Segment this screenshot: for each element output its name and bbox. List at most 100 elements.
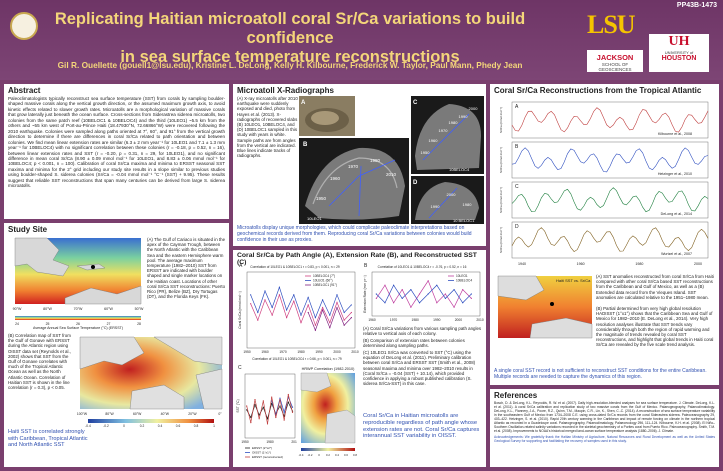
xray-caption: (A) X-ray microatolls after 2010 earthqu… xyxy=(237,96,298,159)
cbar-tick-b-7: 1 xyxy=(213,424,215,427)
uh-logo-line2: HOUSTON xyxy=(661,55,697,62)
xray-year-d-1: 2000 xyxy=(447,192,457,197)
chart-a-point-0-9 xyxy=(314,324,316,326)
chart-a-point-1-13 xyxy=(343,311,345,314)
title-line-2: in sea surface temperature reconstructio… xyxy=(120,48,460,66)
path-caption-a: (A) Coral Sr/Ca variations from various … xyxy=(363,326,482,337)
haiti-site-marker xyxy=(91,265,95,269)
chart-b-point-1-0 xyxy=(375,293,377,295)
xray-year-b-1: 1960 xyxy=(330,176,341,181)
chart-a-point-1-11 xyxy=(329,314,331,316)
chart-a-point-0-4 xyxy=(278,294,280,296)
chart-a-xtick-1: 1960 xyxy=(261,350,269,354)
institution-logos: LSU JACKSON SCHOOL OF GEOSCIENCES UH UNI… xyxy=(587,6,712,76)
chart-b-point-0-1 xyxy=(384,284,386,286)
chart-b-point-1-3 xyxy=(401,297,403,299)
chart-b-point-0-8 xyxy=(444,293,447,295)
recon-frame-1 xyxy=(511,141,709,179)
cbar-tick-b-6: 0.8 xyxy=(194,424,199,427)
xray-year-b-3: 1980 xyxy=(370,158,381,163)
recon-label-3: Wurtzel et al., 2007 xyxy=(661,252,692,256)
lon-tick-a-0: 90°W xyxy=(13,307,22,311)
xray-year-c-0: 1950 xyxy=(421,150,431,155)
cbar-tick-b-1: -0.2 xyxy=(103,424,109,427)
chart-a-point-0-6 xyxy=(293,300,295,302)
cbar-tick-a-3: 27 xyxy=(107,322,111,326)
lon-tick-b-3: 40°W xyxy=(161,412,170,416)
chart-b-xtick-0: 1960 xyxy=(368,318,376,322)
lon-tick-b-0: 100°W xyxy=(77,412,88,416)
cbar-tick-a-2: 26 xyxy=(76,322,80,326)
recon-map-label: Haiti SST vs. Sr/Ca xyxy=(556,278,591,283)
lon-tick-a-1: 80°W xyxy=(43,307,52,311)
chart-b-point-0-11 xyxy=(470,297,472,299)
chart-b-point-1-2 xyxy=(393,284,395,286)
chart-a-point-0-0 xyxy=(250,303,252,305)
chart-a-point-0-5 xyxy=(286,317,288,319)
recon-frame-2 xyxy=(511,181,709,219)
chart-a-legend-2: 10BELOC1 (91°) xyxy=(313,283,337,287)
hrwp-map-label: HRWP Correlation (1982-2010) xyxy=(302,367,356,371)
lon-tick-a-4: 50°W xyxy=(135,307,144,311)
recon-ylabel-3: Sr/Ca (mmol mol⁻¹) xyxy=(499,227,503,253)
path-chart-panel: Coral Sr/Ca by Path Angle (A), Extension… xyxy=(233,250,486,467)
chart-c-xtick-0: 1950 xyxy=(241,440,249,444)
cbar-tick-b-4: 0.4 xyxy=(158,424,163,427)
chart-a-point-2-1 xyxy=(314,329,316,331)
chart-a-sr-ca-by-path: A Correlation of 10LEO1 & 10BELOC1 r = 0.… xyxy=(238,263,359,361)
cbar-tick-b-5: 0.6 xyxy=(176,424,181,427)
recon-letter-0: A xyxy=(515,104,519,110)
xray-label-d: 10 BELOC1 xyxy=(453,218,475,223)
chart-a-point-2-0 xyxy=(307,311,309,314)
chart-b-xtick-4: 2000 xyxy=(455,318,463,322)
xray-year-b-4: 2010 xyxy=(386,172,397,177)
recon-label-1: Hetzinger et al., 2010 xyxy=(658,172,692,176)
recon-caption-b: (B) Partial determined from very high gl… xyxy=(596,306,714,348)
chart-b-extension-rate: B Correlation of 10LEO1 & 10BELOC4 r = -0… xyxy=(363,263,484,322)
chart-a-point-0-12 xyxy=(336,301,338,303)
xray-years-d: 1990 2000 1980 xyxy=(431,192,473,209)
chart-a-point-1-12 xyxy=(336,294,338,296)
chart-c-legend-2: ERSST (reconstructed) xyxy=(252,455,283,459)
hrwp-cbar-tick-4: 0.4 xyxy=(335,453,339,457)
chart-a-point-2-2 xyxy=(322,309,324,311)
chart-c-point-1-2 xyxy=(279,397,281,399)
recon-frame-0 xyxy=(511,101,709,139)
recon-xtick-3: 2000 xyxy=(694,262,702,266)
xray-years-b: 1950 1960 1970 1980 2010 xyxy=(316,158,397,201)
recon-highlight: A single coral SST record is not suffici… xyxy=(494,368,707,380)
xray-letter-c: C xyxy=(413,100,418,106)
recon-xtick-0: 1940 xyxy=(518,262,526,266)
university-seal-icon xyxy=(10,12,38,40)
abstract-panel: Abstract Paleoclimatologists typically r… xyxy=(4,84,229,219)
recon-map: Haiti SST vs. Sr/Ca xyxy=(497,275,593,339)
chart-b-frame xyxy=(371,271,481,317)
jackson-logo-text: JACKSON xyxy=(596,53,634,62)
chart-c-letter: C xyxy=(238,365,242,371)
chart-a-point-0-2 xyxy=(264,299,266,301)
hrwp-cbar-tick-1: -0.2 xyxy=(308,453,313,457)
lsu-logo: LSU xyxy=(587,10,636,39)
study-site-heading: Study Site xyxy=(8,225,48,234)
chart-b-point-0-2 xyxy=(393,302,395,304)
chart-a-point-0-3 xyxy=(271,314,273,316)
chart-c-point-0-3 xyxy=(258,414,260,416)
chart-a-point-1-9 xyxy=(314,317,316,319)
poster-title: Replicating Haitian microatoll coral Sr/… xyxy=(10,10,570,67)
xray-year-c-2: 1970 xyxy=(439,128,449,133)
recon-label-2: DeLong et al., 2014 xyxy=(661,212,692,216)
chart-a-point-0-14 xyxy=(350,311,352,314)
colorbar-ticks-b: -0.4 -0.2 0 0.2 0.4 0.6 0.8 1 xyxy=(85,424,215,427)
path-caption-b: (B) Comparison of extension rates betwee… xyxy=(363,338,465,349)
chart-b-legend-0: 10LEO1 xyxy=(456,274,468,278)
path-highlight: Coral Sr/Ca in Haitian microatolls are r… xyxy=(363,413,480,440)
xray-letter-a: A xyxy=(301,100,306,106)
chart-c-ylabel: SST (°C) xyxy=(236,399,240,412)
cbar-tick-b-3: 0.2 xyxy=(140,424,145,427)
study-site-highlight: Haiti SST is correlated strongly with Ca… xyxy=(8,429,88,449)
hrwp-cbar-tick-6: 0.8 xyxy=(353,453,357,457)
chart-b-point-0-9 xyxy=(453,306,455,308)
chart-c-legend-0: ERSST (2°x2°) xyxy=(252,446,272,450)
colorbar-ticks-a: 24 25 26 27 28 xyxy=(15,322,141,326)
chart-a-legend-0: 10BELOC4 (7°) xyxy=(313,274,335,278)
